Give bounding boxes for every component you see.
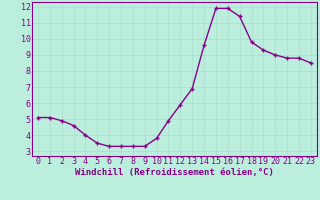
X-axis label: Windchill (Refroidissement éolien,°C): Windchill (Refroidissement éolien,°C) [75, 168, 274, 177]
